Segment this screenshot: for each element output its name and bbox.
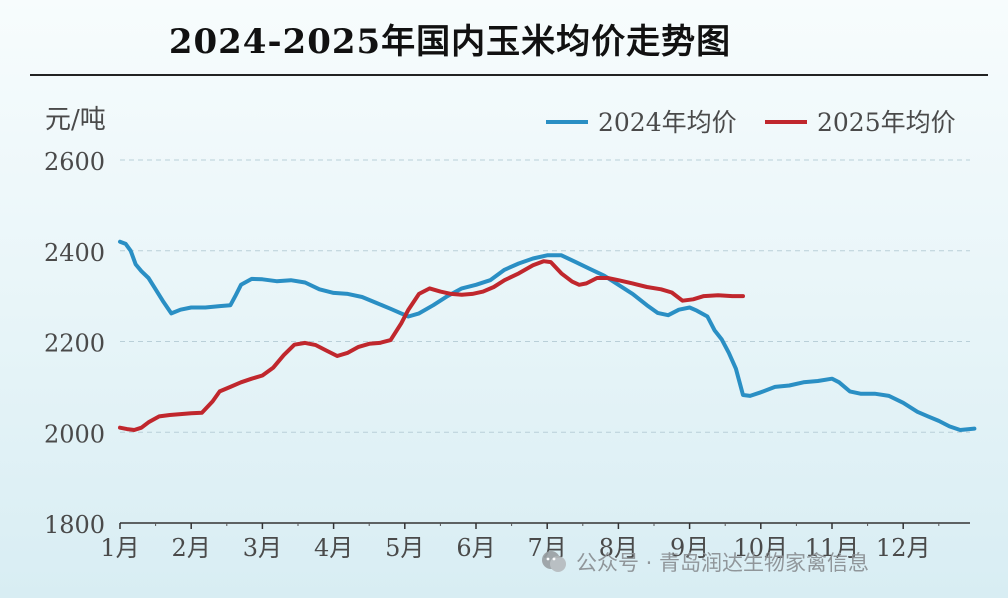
watermark-text: 公众号 · 青岛润达生物家禽信息	[576, 551, 870, 575]
x-tick-label: 5月	[385, 534, 424, 562]
series-line-2	[118, 259, 745, 432]
watermark: 公众号 · 青岛润达生物家禽信息	[540, 545, 869, 579]
title-divider	[30, 74, 988, 76]
legend-label-2: 2025年均价	[817, 108, 956, 137]
x-tick-label: 1月	[100, 534, 139, 562]
x-tick-label: 12月	[876, 534, 931, 562]
y-tick-label: 2000	[44, 420, 105, 448]
y-tick-label: 2600	[44, 148, 105, 176]
grid-layer	[120, 159, 970, 433]
y-tick-label: 1800	[44, 511, 105, 539]
x-tick-label: 4月	[314, 534, 353, 562]
series-layer	[118, 239, 977, 432]
legend-label-1: 2024年均价	[598, 108, 737, 137]
y-tick-label: 2200	[44, 330, 105, 358]
x-tick-label: 8月	[599, 534, 638, 562]
series-line-1	[118, 239, 977, 432]
y-tick-label: 2400	[44, 239, 105, 267]
x-tick-label: 3月	[243, 534, 282, 562]
x-tick-label: 10月	[734, 534, 789, 562]
x-tick-label: 11月	[805, 534, 860, 562]
x-tick-label: 6月	[456, 534, 495, 562]
y-axis-label: 元/吨	[45, 105, 106, 135]
chart-title: 2024-2025年国内玉米均价走势图	[168, 22, 732, 62]
legend: 2024年均价 2025年均价	[546, 108, 956, 137]
wechat-icon	[542, 551, 566, 572]
x-tick-label: 9月	[670, 534, 709, 562]
x-tick-label: 2月	[172, 534, 211, 562]
